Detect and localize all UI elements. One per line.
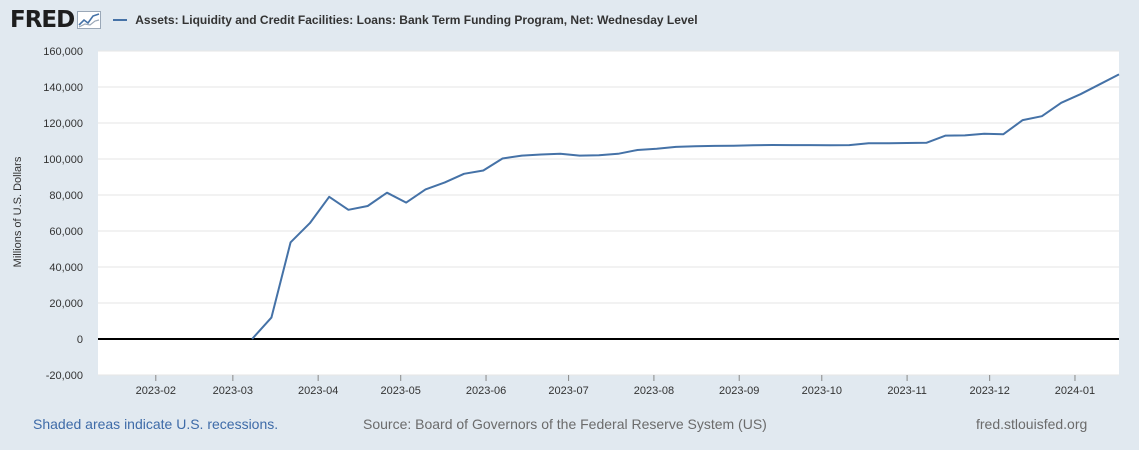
data-point	[656, 148, 658, 150]
data-point	[926, 142, 928, 144]
series-line	[251, 73, 1120, 340]
chart-title: Assets: Liquidity and Credit Facilities:…	[135, 13, 698, 27]
x-tick-label: 2023-11	[887, 385, 927, 397]
y-tick-label: 140,000	[43, 82, 83, 94]
y-axis-ticks: -20,000 0 20,000 40,000 60,000 80,000 100,000 1…	[43, 46, 83, 382]
data-point	[983, 133, 985, 135]
data-point	[251, 338, 253, 340]
data-point	[829, 145, 831, 147]
fred-line-chart-icon	[77, 11, 102, 29]
data-point	[367, 205, 369, 207]
data-point	[271, 317, 273, 319]
data-point	[733, 145, 735, 147]
y-tick-label: 100,000	[43, 154, 83, 166]
x-axis-ticks: 2023-02 2023-03 2023-04 2023-05 2023-06 2023-…	[136, 375, 1095, 397]
data-point	[540, 154, 542, 156]
series-group	[251, 73, 1120, 340]
data-point	[502, 158, 504, 160]
data-point	[463, 173, 465, 175]
data-point	[752, 145, 754, 147]
x-tick-label: 2023-10	[802, 385, 842, 397]
x-tick-label: 2023-08	[634, 385, 674, 397]
x-tick-label: 2023-06	[466, 385, 506, 397]
data-point	[637, 149, 639, 151]
x-tick-label: 2023-05	[381, 385, 421, 397]
data-point	[1080, 93, 1082, 95]
y-tick-label: 40,000	[49, 262, 83, 274]
x-tick-label: 2023-12	[969, 385, 1009, 397]
data-point	[444, 182, 446, 184]
data-point	[617, 153, 619, 155]
y-tick-label: 80,000	[49, 190, 83, 202]
data-point	[714, 145, 716, 147]
y-tick-label: -20,000	[46, 370, 83, 382]
data-point	[675, 146, 677, 148]
data-point	[887, 143, 889, 145]
data-point	[945, 135, 947, 137]
x-tick-label: 2023-03	[213, 385, 253, 397]
data-point	[1118, 74, 1120, 76]
data-point	[1060, 102, 1062, 104]
site-link[interactable]: fred.stlouisfed.org	[976, 416, 1088, 432]
data-point	[810, 144, 812, 146]
data-point	[694, 145, 696, 147]
data-point	[1022, 119, 1024, 121]
recessions-note: Shaded areas indicate U.S. recessions.	[33, 416, 279, 432]
plot-area	[98, 51, 1119, 375]
data-point	[868, 142, 870, 144]
data-point	[560, 153, 562, 155]
y-tick-label: 60,000	[49, 226, 83, 238]
data-point	[1041, 115, 1043, 117]
y-tick-label: 0	[77, 334, 83, 346]
data-point	[521, 155, 523, 157]
data-point	[328, 196, 330, 198]
y-tick-label: 120,000	[43, 118, 83, 130]
legend-swatch	[113, 19, 128, 21]
data-point	[964, 135, 966, 137]
data-point	[791, 144, 793, 146]
data-point	[849, 144, 851, 146]
line-chart: -20,000 0 20,000 40,000 60,000 80,000 100,000 1…	[43, 46, 1120, 397]
data-point	[386, 192, 388, 194]
data-point	[579, 155, 581, 157]
data-point	[309, 222, 311, 224]
x-tick-label: 2024-01	[1055, 385, 1095, 397]
x-tick-label: 2023-09	[719, 385, 759, 397]
data-point	[1099, 84, 1101, 86]
fred-logo[interactable]: FRED	[10, 7, 75, 33]
data-point	[598, 154, 600, 156]
x-tick-label: 2023-07	[548, 385, 588, 397]
data-point	[405, 202, 407, 204]
y-tick-label: 20,000	[49, 298, 83, 310]
data-point	[348, 209, 350, 211]
data-point	[290, 242, 292, 244]
source-note: Source: Board of Governors of the Federa…	[363, 416, 767, 432]
data-point	[906, 142, 908, 144]
data-point	[771, 144, 773, 146]
x-tick-label: 2023-04	[298, 385, 338, 397]
chart-header: FRED Assets: Liquidity and Credit Facili…	[10, 6, 698, 34]
data-point	[1003, 133, 1005, 135]
data-point	[482, 170, 484, 172]
data-point	[425, 189, 427, 191]
y-tick-label: 160,000	[43, 46, 83, 58]
x-tick-label: 2023-02	[136, 385, 176, 397]
